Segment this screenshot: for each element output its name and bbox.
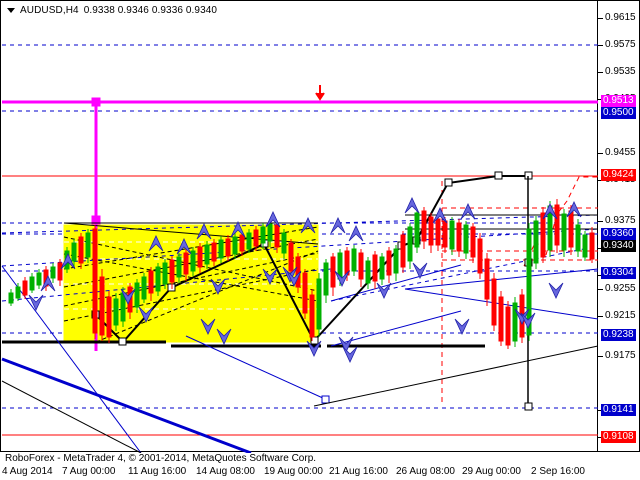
price-tick — [598, 316, 603, 317]
price-level-badge[interactable]: 0.9360 — [601, 228, 636, 240]
ohlc-values: 0.9338 0.9346 0.9336 0.9340 — [83, 5, 218, 16]
price-tick — [598, 99, 603, 100]
chart-header: AUDUSD,H4 0.9338 0.9346 0.9336 0.9340 — [7, 5, 217, 16]
blue-descending-trendline — [1, 357, 252, 453]
price-level-badge[interactable]: 0.9238 — [601, 329, 636, 341]
blue-dashed-channels — [1, 214, 599, 302]
symbol-period-label: AUDUSD,H4 — [20, 5, 79, 16]
price-tick — [598, 437, 603, 438]
fractal-arrows-up — [40, 197, 582, 292]
price-level-badge[interactable]: 0.9424 — [601, 169, 636, 181]
price-scale[interactable]: 0.96150.95750.95350.94950.94550.94150.93… — [598, 0, 640, 452]
price-tick-label: 0.9615 — [605, 12, 636, 23]
price-tick — [598, 289, 603, 290]
time-axis-label: 21 Aug 16:00 — [329, 466, 388, 477]
chart-plot-area[interactable]: AUDUSD,H4 0.9338 0.9346 0.9336 0.9340 — [0, 0, 599, 453]
price-level-badge[interactable]: 0.9500 — [601, 107, 636, 119]
time-axis-label: 29 Aug 00:00 — [462, 466, 521, 477]
price-tick — [598, 410, 603, 411]
price-tick — [598, 275, 603, 276]
time-scale[interactable]: 4 Aug 2014 7 Aug 00:00 11 Aug 16:00 14 Aug … — [0, 466, 598, 480]
price-level-badge[interactable]: 0.9340 — [601, 240, 636, 252]
magenta-handle-mid — [91, 215, 101, 225]
price-tick-label: 0.9375 — [605, 215, 636, 226]
price-tick-label: 0.9535 — [605, 66, 636, 77]
price-tick-label: 0.9255 — [605, 283, 636, 294]
black-vertical-handle — [524, 402, 533, 411]
time-axis-label: 7 Aug 00:00 — [62, 466, 116, 477]
time-axis-label: 26 Aug 08:00 — [396, 466, 455, 477]
price-tick-label: 0.9455 — [605, 147, 636, 158]
chart-canvas[interactable] — [1, 1, 599, 453]
price-tick-label: 0.9575 — [605, 39, 636, 50]
time-axis-label: 4 Aug 2014 — [2, 466, 53, 477]
price-tick-label: 0.9175 — [605, 350, 636, 361]
price-tick — [598, 72, 603, 73]
time-axis-label: 2 Sep 16:00 — [531, 466, 585, 477]
time-axis-label: 19 Aug 00:00 — [264, 466, 323, 477]
time-axis-label: 14 Aug 08:00 — [196, 466, 255, 477]
price-tick — [598, 153, 603, 154]
time-axis-label: 11 Aug 16:00 — [128, 466, 187, 477]
price-tick — [598, 356, 603, 357]
price-tick-label: 0.9215 — [605, 310, 636, 321]
price-level-badge[interactable]: 0.9513 — [601, 95, 636, 107]
copyright-footer: RoboForex - MetaTrader 4, © 2001-2014, M… — [5, 453, 317, 464]
price-level-badge[interactable]: 0.9141 — [601, 404, 636, 416]
red-down-arrow — [315, 85, 325, 101]
magenta-handle-top — [91, 97, 101, 107]
price-tick — [598, 221, 603, 222]
fractal-arrows-down — [28, 262, 564, 363]
chevron-down-icon[interactable] — [7, 8, 15, 13]
candlestick-series — [8, 199, 595, 349]
price-tick — [598, 45, 603, 46]
price-tick — [598, 180, 603, 181]
blue-trend-handle — [321, 395, 330, 404]
price-tick — [598, 18, 603, 19]
price-level-badge[interactable]: 0.9304 — [601, 267, 636, 279]
price-level-badge[interactable]: 0.9108 — [601, 431, 636, 443]
price-tick — [598, 248, 603, 249]
